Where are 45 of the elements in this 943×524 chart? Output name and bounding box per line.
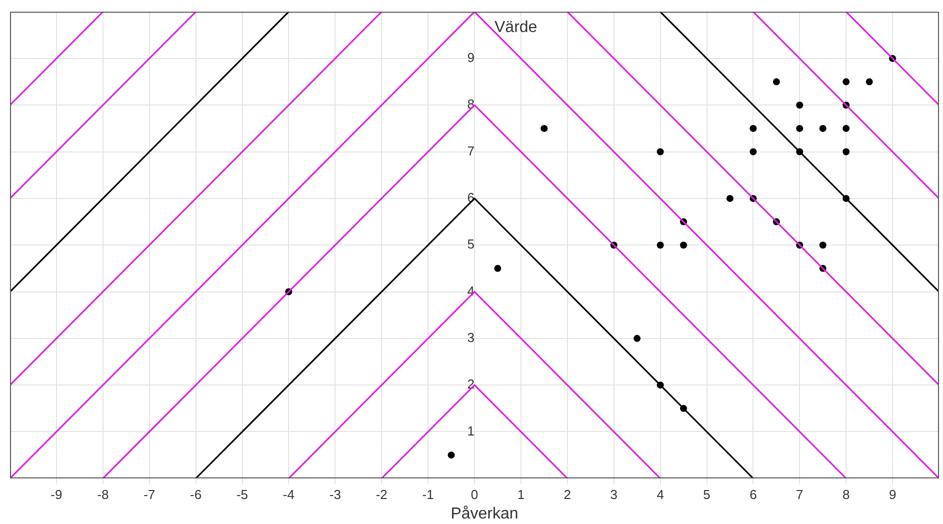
x-axis-title: Påverkan	[450, 505, 518, 522]
x-tick-label: -4	[282, 486, 294, 502]
point	[448, 452, 455, 459]
y-tick-label: 5	[467, 236, 474, 252]
point	[842, 148, 850, 156]
x-tick-label: -3	[329, 486, 341, 502]
point	[680, 242, 688, 249]
x-tick-label: -1	[422, 486, 434, 502]
y-tick-label: 9	[467, 50, 474, 66]
x-tick-label: 4	[656, 486, 664, 502]
x-tick-label: -6	[190, 486, 202, 502]
x-tick-label: -8	[97, 486, 109, 502]
x-tick-label: 7	[796, 486, 804, 502]
point	[819, 124, 826, 132]
point	[866, 78, 873, 86]
point	[656, 242, 664, 249]
x-tick-label: 0	[470, 486, 478, 502]
point	[750, 124, 757, 132]
point	[842, 78, 850, 86]
x-tick-label: 6	[750, 486, 757, 502]
x-tick-label: 3	[610, 486, 618, 502]
x-tick-label: 1	[517, 486, 525, 502]
x-tick-label: -2	[376, 486, 388, 502]
y-tick-label: 1	[467, 423, 474, 438]
point	[726, 194, 734, 202]
point	[540, 124, 548, 132]
point	[656, 148, 664, 156]
point	[842, 124, 850, 132]
y-tick-label: 3	[467, 330, 474, 345]
y-tick-label: 7	[467, 143, 474, 158]
point	[796, 102, 804, 109]
point	[772, 78, 780, 86]
x-tick-label: 8	[842, 486, 850, 502]
point	[819, 242, 826, 249]
x-tick-label: -7	[144, 486, 156, 502]
x-tick-label: -9	[50, 486, 62, 502]
x-tick-label: 9	[888, 486, 896, 502]
y-axis-title: Värde	[494, 19, 538, 36]
x-tick-label: 2	[564, 486, 572, 502]
x-tick-label: -5	[236, 486, 248, 502]
point	[634, 334, 641, 342]
point	[750, 148, 757, 156]
point	[494, 264, 502, 272]
x-tick-label: 5	[703, 486, 710, 502]
point	[796, 124, 804, 132]
